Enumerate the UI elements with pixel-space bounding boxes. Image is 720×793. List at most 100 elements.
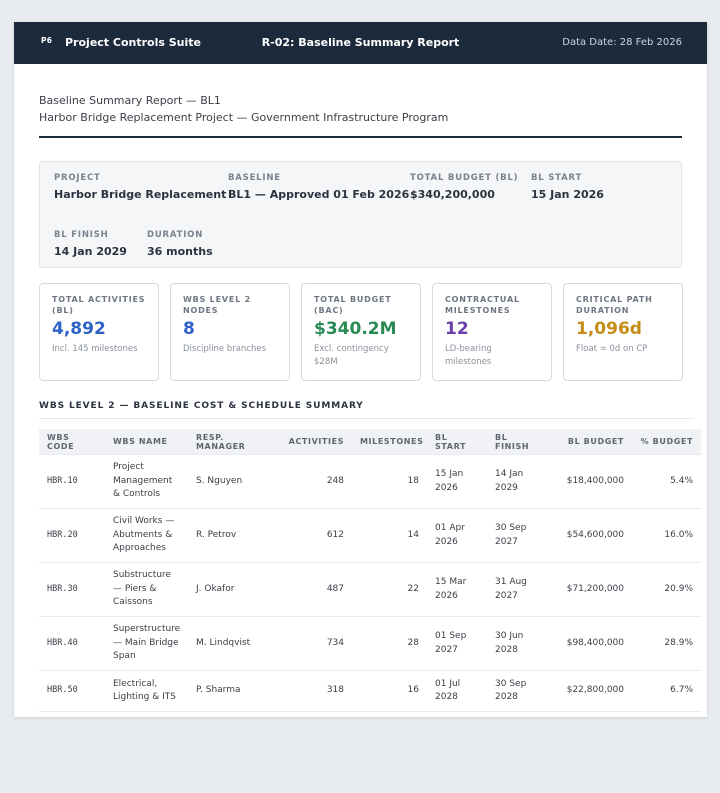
project-info-panel: PROJECT Harbor Bridge Replacement BASELI… [39,161,682,268]
cell-pct-budget: 5.4% [632,454,701,509]
cell-pct-budget: 20.9% [632,562,701,617]
column-header-activities[interactable]: ACTIVITIES [280,429,352,455]
column-header-wbs-name[interactable]: WBS NAME [105,429,188,455]
cell-activities: 248 [280,454,352,509]
table-row[interactable]: HBR.20 Civil Works — Abutments & Approac… [39,508,701,563]
kpi-value: $340.2M [314,319,397,339]
cell-activities: 612 [280,508,352,563]
cell-activities: 318 [280,670,352,712]
section-title: WBS LEVEL 2 — BASELINE COST & SCHEDULE S… [39,401,364,411]
info-label: BASELINE [228,173,281,183]
cell-bl-budget: $18,400,000 [547,454,632,509]
kpi-subtext: Incl. 145 milestones [52,344,138,354]
cell-manager: R. Petrov [188,508,280,563]
kpi-label: CONTRACTUAL MILESTONES [445,295,520,315]
cell-wbs-name: Superstructure — Main Bridge Span [105,616,188,671]
kpi-value: 12 [445,319,469,339]
info-project: PROJECT Harbor Bridge Replacement [54,173,226,201]
cell-wbs-name: Electrical, Lighting & ITS [105,670,188,712]
table-row[interactable]: HBR.30 Substructure — Piers & Caissons J… [39,562,701,617]
cell-bl-budget: $22,800,000 [547,670,632,712]
info-value: $340,200,000 [410,188,495,201]
report-subtitle: Baseline Summary Report — BL1 [39,94,221,107]
info-bl-start: BL START 15 Jan 2026 [531,173,604,201]
cell-manager: S. Nguyen [188,454,280,509]
cell-wbs-name: Substructure — Piers & Caissons [105,562,188,617]
app-title: Project Controls Suite [65,36,201,49]
section-divider [39,418,694,419]
cell-bl-finish: 30 Sep 2028 [487,670,547,712]
table-header-row: WBS CODE WBS NAME RESP. MANAGER ACTIVITI… [39,429,701,455]
table-row[interactable]: HBR.40 Superstructure — Main Bridge Span… [39,616,701,671]
table-row[interactable]: HBR.50 Electrical, Lighting & ITS P. Sha… [39,670,701,712]
info-total-budget: TOTAL BUDGET (BL) $340,200,000 [410,173,518,201]
cell-milestones: 18 [352,454,427,509]
cell-wbs-code: HBR.50 [39,670,105,712]
kpi-label: CRITICAL PATH DURATION [576,295,653,315]
column-header-milestones[interactable]: MILESTONES [352,429,427,455]
column-header-bl-budget[interactable]: BL BUDGET [547,429,632,455]
table-row[interactable]: HBR.10 Project Management & Controls S. … [39,454,701,509]
cell-activities: 734 [280,616,352,671]
cell-bl-start: 01 Jul 2028 [427,670,487,712]
info-value: 14 Jan 2029 [54,245,127,258]
cell-bl-start: 15 Mar 2026 [427,562,487,617]
info-value: 15 Jan 2026 [531,188,604,201]
cell-bl-start: 15 Jan 2026 [427,454,487,509]
column-header-bl-finish[interactable]: BL FINISH [487,429,547,455]
cell-wbs-name: Civil Works — Abutments & Approaches [105,508,188,563]
kpi-card-contractual-milestones: CONTRACTUAL MILESTONES 12 LD-bearing mil… [432,283,552,381]
kpi-subtext: Discipline branches [183,344,267,354]
kpi-value: 4,892 [52,319,106,339]
cell-manager: M. Lindqvist [188,616,280,671]
kpi-subtext: Excl. contingency $28M [314,344,389,367]
cell-wbs-code: HBR.40 [39,616,105,671]
kpi-subtext: LD-bearing milestones [445,344,492,367]
project-program-line: Harbor Bridge Replacement Project — Gove… [39,111,449,124]
data-date: Data Date: 28 Feb 2026 [562,37,682,48]
report-title: R-02: Baseline Summary Report [261,36,460,49]
cell-milestones: 22 [352,562,427,617]
cell-pct-budget: 16.0% [632,508,701,563]
cell-wbs-code: HBR.20 [39,508,105,563]
info-label: TOTAL BUDGET (BL) [410,173,519,183]
info-label: BL FINISH [54,230,109,240]
info-value: BL1 — Approved 01 Feb 2026 [228,188,410,201]
cell-milestones: 16 [352,670,427,712]
cell-pct-budget: 6.7% [632,670,701,712]
info-baseline: BASELINE BL1 — Approved 01 Feb 2026 [228,173,409,201]
column-header-pct-budget[interactable]: % BUDGET [632,429,701,455]
info-value: 36 months [147,245,213,258]
cell-pct-budget: 28.9% [632,616,701,671]
cell-bl-finish: 30 Jun 2028 [487,616,547,671]
wbs-summary-table: WBS CODE WBS NAME RESP. MANAGER ACTIVITI… [39,429,701,712]
report-header: Baseline Summary Report — BL1 Harbor Bri… [39,92,448,126]
info-label: PROJECT [54,173,101,183]
kpi-card-total-activities: TOTAL ACTIVITIES (BL) 4,892 Incl. 145 mi… [39,283,159,381]
column-header-wbs-code[interactable]: WBS CODE [39,429,105,455]
cell-bl-start: 01 Apr 2026 [427,508,487,563]
column-header-resp-manager[interactable]: RESP. MANAGER [188,429,280,455]
cell-bl-start: 01 Sep 2027 [427,616,487,671]
kpi-value: 1,096d [576,319,642,339]
kpi-card-total-budget: TOTAL BUDGET (BAC) $340.2M Excl. conting… [301,283,421,381]
cell-bl-budget: $71,200,000 [547,562,632,617]
info-duration: DURATION 36 months [147,230,213,258]
info-label: DURATION [147,230,204,240]
kpi-card-wbs-nodes: WBS LEVEL 2 NODES 8 Discipline branches [170,283,290,381]
report-window: P6 Project Controls Suite R-02: Baseline… [14,22,707,717]
top-bar: P6 Project Controls Suite R-02: Baseline… [14,22,707,64]
kpi-label: TOTAL ACTIVITIES (BL) [52,295,146,315]
column-header-bl-start[interactable]: BL START [427,429,487,455]
cell-bl-finish: 30 Sep 2027 [487,508,547,563]
wbs-table-container: WBS CODE WBS NAME RESP. MANAGER ACTIVITI… [39,429,707,712]
cell-manager: J. Okafor [188,562,280,617]
cell-bl-budget: $54,600,000 [547,508,632,563]
cell-wbs-code: HBR.10 [39,454,105,509]
cell-bl-budget: $98,400,000 [547,616,632,671]
cell-bl-finish: 14 Jan 2029 [487,454,547,509]
info-label: BL START [531,173,583,183]
kpi-card-critical-path: CRITICAL PATH DURATION 1,096d Float = 0d… [563,283,683,381]
header-divider [39,136,682,138]
cell-wbs-name: Project Management & Controls [105,454,188,509]
